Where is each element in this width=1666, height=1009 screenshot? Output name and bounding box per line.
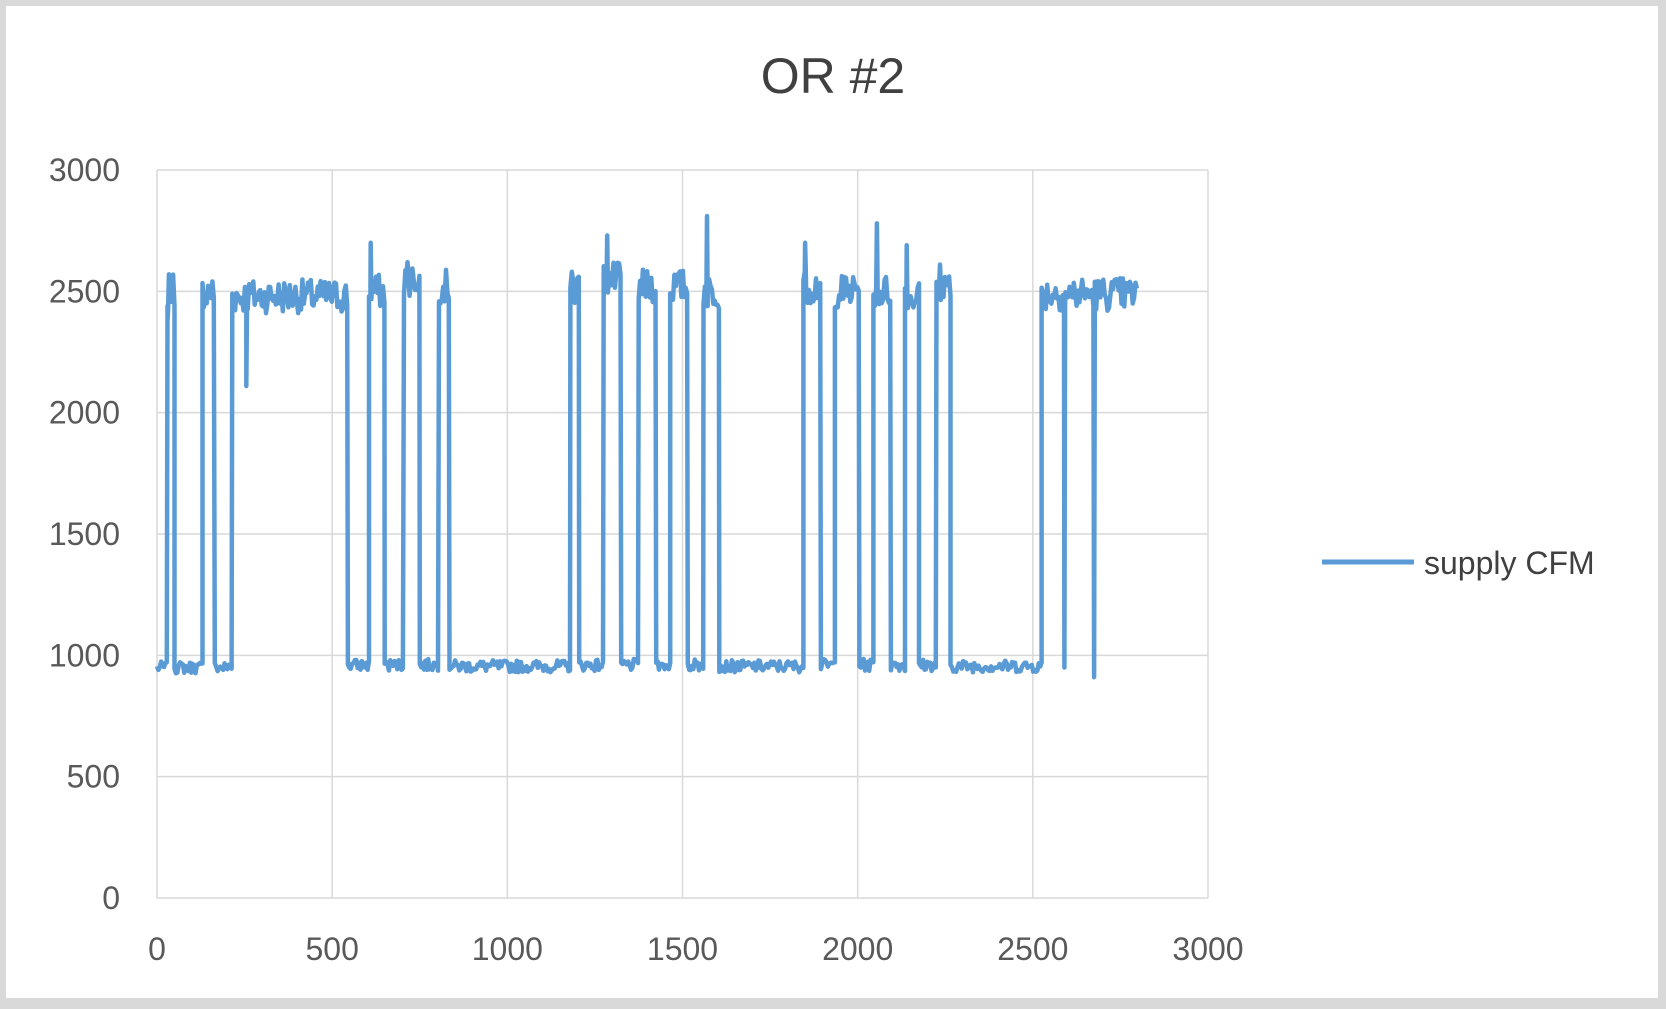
y-tick-label: 2000	[49, 395, 120, 431]
y-tick-label: 1000	[49, 637, 120, 673]
series-line-supply-cfm	[154, 213, 1140, 680]
x-tick-label: 1000	[472, 931, 543, 967]
x-tick-label: 3000	[1172, 931, 1243, 967]
y-tick-label: 500	[67, 759, 120, 795]
y-axis-tick-labels: 0 500 1000 1500 2000 2500 3000	[49, 152, 120, 916]
legend-label-supply-cfm: supply CFM	[1424, 545, 1595, 581]
x-tick-label: 1500	[647, 931, 718, 967]
y-tick-label: 0	[102, 880, 120, 916]
y-tick-label: 3000	[49, 152, 120, 188]
x-axis-tick-labels: 0 500 1000 1500 2000 2500 3000	[148, 931, 1243, 967]
x-tick-label: 2000	[822, 931, 893, 967]
x-tick-label: 2500	[997, 931, 1068, 967]
x-tick-label: 500	[305, 931, 358, 967]
chart-title: OR #2	[761, 48, 906, 104]
legend: supply CFM	[1322, 545, 1595, 581]
x-tick-label: 0	[148, 931, 166, 967]
y-tick-label: 1500	[49, 516, 120, 552]
y-tick-label: 2500	[49, 273, 120, 309]
